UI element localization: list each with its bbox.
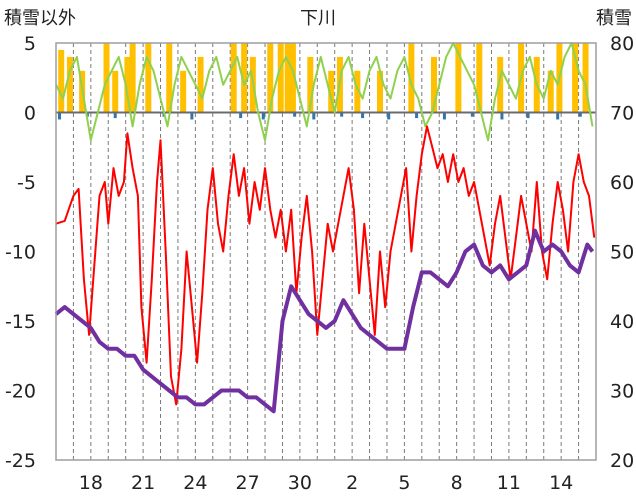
sunshine-bar <box>112 70 119 113</box>
sunshine-bar <box>129 43 136 113</box>
sunshine-bar <box>547 70 554 113</box>
right-y-tick-label: 50 <box>610 242 634 264</box>
sunshine-bar <box>230 43 237 113</box>
humidity-line <box>55 42 594 142</box>
precipitation-bar <box>340 112 344 117</box>
plot-frame <box>55 42 597 461</box>
right-y-tick-label: 30 <box>610 381 634 403</box>
x-tick-label: 5 <box>398 472 410 494</box>
sunshine-bar <box>124 56 131 113</box>
precipitation-bar <box>113 112 117 119</box>
precipitation-bar <box>470 112 474 117</box>
x-tick-label: 21 <box>131 472 155 494</box>
precipitation-bar <box>312 112 316 120</box>
left-y-tick-label: 5 <box>24 33 36 55</box>
sunshine-bar <box>277 43 284 113</box>
sunshine-bar <box>166 43 173 113</box>
precipitation-bar <box>442 112 446 120</box>
left-y-tick-label: 0 <box>24 103 36 125</box>
x-tick-label: 18 <box>79 472 103 494</box>
sunshine-bar <box>180 70 187 113</box>
x-tick-label: 30 <box>288 472 312 494</box>
x-tick-label: 24 <box>183 472 207 494</box>
snow-depth-line <box>54 228 595 414</box>
left-y-tick-label: -5 <box>17 172 36 194</box>
sunshine-bar <box>66 56 73 113</box>
left-y-tick-label: -25 <box>5 450 36 472</box>
sunshine-bar <box>328 70 335 113</box>
precipitation-bar <box>190 112 194 120</box>
sunshine-bar <box>267 43 274 113</box>
precipitation-bar <box>415 112 419 119</box>
x-tick-label: 14 <box>549 472 573 494</box>
precipitation-bar <box>500 112 504 120</box>
precipitation-bar <box>57 112 61 120</box>
sunshine-bar <box>476 43 483 113</box>
sunshine-bar <box>241 43 248 113</box>
left-y-tick-label: -10 <box>5 242 36 264</box>
right-y-tick-label: 60 <box>610 172 634 194</box>
right-y-ticks: 80 70 60 50 40 30 20 <box>610 33 634 472</box>
left-axis-label: 積雪以外 <box>4 8 76 29</box>
sunshine-bar <box>103 43 110 113</box>
temperature-line <box>55 125 596 406</box>
sunshine-bar <box>307 56 314 113</box>
x-ticks: 18 21 24 27 30 2 5 8 11 14 <box>79 472 574 494</box>
precipitation-bar <box>261 112 265 120</box>
sunshine-bar <box>572 43 579 113</box>
precipitation-bar <box>526 112 530 119</box>
right-y-tick-label: 70 <box>610 103 634 125</box>
sunshine-bar <box>582 43 589 113</box>
right-y-tick-label: 20 <box>610 450 634 472</box>
right-y-tick-label: 80 <box>610 33 634 55</box>
sunshine-bar <box>289 43 296 113</box>
sunshine-bar <box>58 49 65 113</box>
left-y-ticks: 5 0 -5 -10 -15 -20 -25 <box>5 33 36 472</box>
sunshine-bar <box>497 56 504 113</box>
left-y-tick-label: -15 <box>5 311 36 333</box>
chart-title: 下川 <box>300 8 336 29</box>
precipitation-bar <box>239 112 243 119</box>
series-lines <box>54 42 596 414</box>
precipitation-bar <box>361 112 365 119</box>
sunshine-bar <box>431 56 437 113</box>
x-tick-label: 27 <box>236 472 260 494</box>
precipitation-bar <box>556 112 560 120</box>
left-y-tick-label: -20 <box>5 381 36 403</box>
sunshine-bar <box>354 70 361 113</box>
sunshine-bar <box>408 43 415 113</box>
sunshine-bar <box>284 43 291 113</box>
sunshine-bar <box>455 43 462 113</box>
x-tick-label: 11 <box>497 472 521 494</box>
x-tick-label: 8 <box>451 472 463 494</box>
sunshine-bar <box>377 70 383 113</box>
sunshine-bar <box>197 56 204 113</box>
x-tick-label: 2 <box>346 472 358 494</box>
precipitation-bar <box>578 112 582 117</box>
right-y-tick-label: 40 <box>610 311 634 333</box>
precipitation-bar <box>387 112 391 120</box>
right-axis-label: 積雪 <box>596 8 632 29</box>
sunshine-bar <box>145 43 152 113</box>
precipitation-bar <box>293 112 297 117</box>
